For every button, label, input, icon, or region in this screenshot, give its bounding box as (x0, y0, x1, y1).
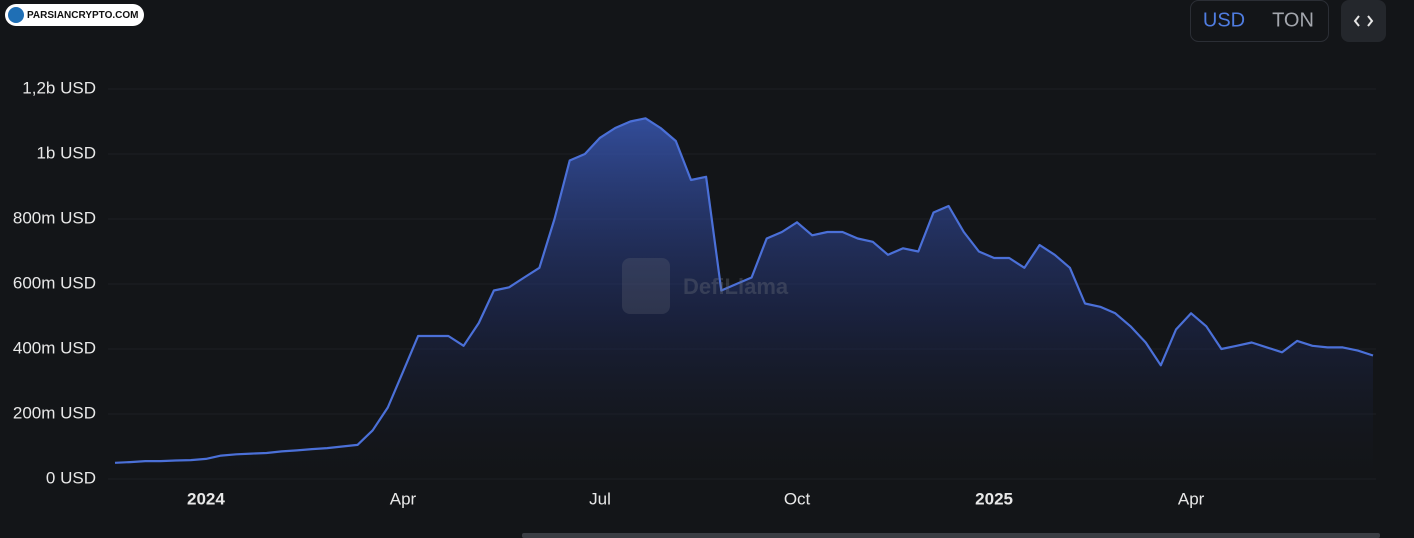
currency-option[interactable]: TON (1272, 9, 1314, 31)
x-tick-label: 2025 (975, 489, 1013, 508)
x-tick-label: Oct (784, 489, 811, 508)
labels: 0 USD 200m USD 400m USD 600m USD 800m USD 1b … (13, 78, 1205, 508)
watermark-text: DefiLlama (683, 274, 789, 299)
plot (114, 117, 1374, 480)
y-tick-label: 800m USD (13, 208, 96, 227)
y-tick-label: 1b USD (36, 143, 96, 162)
y-tick-label: 400m USD (13, 338, 96, 357)
badge (5, 4, 144, 26)
badge-icon (8, 7, 24, 23)
watermark-icon (622, 258, 670, 314)
watermark-logo (622, 258, 670, 314)
area-line (114, 117, 1374, 464)
y-tick-label: 600m USD (13, 273, 96, 292)
y-tick-label: 0 USD (46, 468, 96, 487)
x-tick-label: 2024 (187, 489, 225, 508)
y-tick-label: 1,2b USD (22, 78, 96, 97)
y-tick-label: 200m USD (13, 403, 96, 422)
badge-text: PARSIANCRYPTO.COM (27, 10, 139, 21)
x-tick-label: Jul (589, 489, 611, 508)
area-fill (115, 118, 1373, 480)
embed-button[interactable] (1341, 0, 1386, 42)
currency-toggle (1190, 0, 1329, 42)
x-tick-label: Apr (1178, 489, 1205, 508)
currency-option[interactable]: USD (1203, 9, 1245, 31)
scrollbar[interactable] (522, 533, 1380, 538)
x-tick-label: Apr (390, 489, 417, 508)
embed-icon (1353, 15, 1374, 27)
